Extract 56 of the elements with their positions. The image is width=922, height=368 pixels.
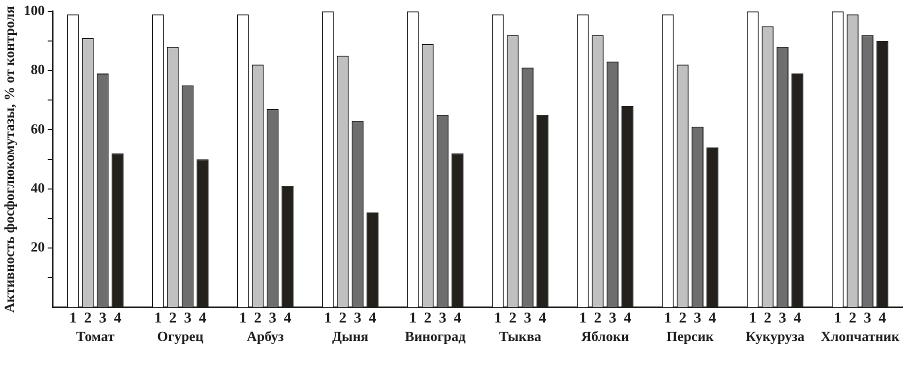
text: 1	[239, 310, 247, 327]
y-tick-label: 20	[30, 240, 45, 256]
text: 1	[409, 310, 417, 327]
x-tick-label: Яблоки	[581, 330, 630, 346]
x-tick-label: Огурец	[157, 330, 204, 346]
text: 4	[878, 310, 886, 327]
text: 4	[284, 310, 292, 327]
y-tick-label: 80	[30, 63, 45, 78]
text: 2	[764, 310, 772, 327]
text: 2	[339, 310, 347, 327]
text: 2	[254, 310, 262, 327]
text: 1	[154, 310, 162, 327]
series-label: 2	[84, 310, 92, 327]
x-tick-label: Кукуруза	[746, 330, 805, 346]
text: 3	[778, 310, 786, 327]
x-tick-label: Тыква	[499, 330, 542, 346]
text: 2	[169, 310, 177, 327]
y-tick-label: 40	[30, 181, 45, 196]
text: 2	[678, 310, 686, 327]
series-label: 4	[114, 310, 122, 327]
text: 1	[834, 310, 842, 327]
x-tick-label: Арбуз	[246, 330, 284, 346]
text: 3	[864, 310, 872, 327]
text: 3	[608, 310, 616, 327]
x-tick-label: Хлопчатник	[820, 330, 900, 346]
text: 2	[848, 310, 856, 327]
text: 3	[354, 310, 362, 327]
text: 1	[579, 310, 587, 327]
x-tick-label: Персик	[666, 330, 715, 346]
series-label: 3	[98, 310, 106, 327]
text: 3	[694, 310, 702, 327]
text: 4	[538, 310, 546, 327]
text: 3	[438, 310, 446, 327]
x-tick-label: Томат	[76, 330, 115, 346]
text: 2	[508, 310, 516, 327]
y-tick-label: 60	[30, 122, 45, 138]
series-label: 1	[69, 310, 77, 327]
text: 2	[424, 310, 432, 327]
text: 2	[594, 310, 602, 327]
text: 1	[494, 310, 502, 327]
text: 3	[524, 310, 532, 327]
text: 4	[368, 310, 376, 327]
text: 4	[624, 310, 632, 327]
x-tick-label: Виноград	[404, 330, 466, 346]
text: 4	[708, 310, 716, 327]
text: 1	[749, 310, 757, 327]
text: 4	[794, 310, 802, 327]
text: 3	[268, 310, 276, 327]
text: 1	[324, 310, 332, 327]
y-tick-label: 100	[24, 4, 45, 20]
text: 3	[184, 310, 192, 327]
text: 4	[454, 310, 462, 327]
y-axis-title: Активность фосфоглюкомутазы, % от контроля	[3, 5, 18, 313]
text: 1	[664, 310, 672, 327]
x-tick-label: Дыня	[332, 330, 369, 346]
text: 4	[198, 310, 206, 327]
